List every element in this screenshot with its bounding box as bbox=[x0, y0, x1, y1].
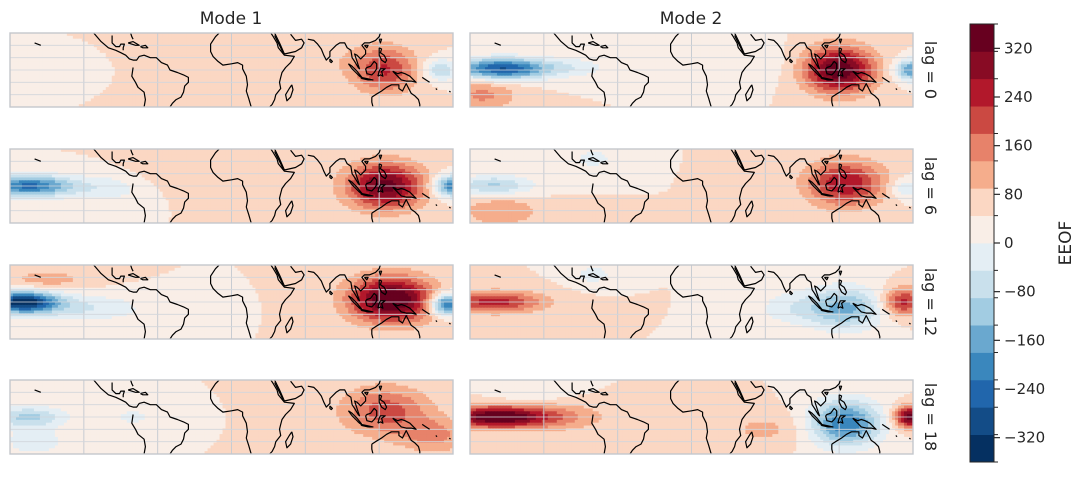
column-title-mode-2: Mode 2 bbox=[660, 9, 723, 29]
row-label-lag-0: lag = 0 bbox=[921, 41, 940, 99]
map-panels bbox=[10, 33, 914, 455]
row-label-lag-18: lag = 18 bbox=[921, 383, 940, 451]
column-title-mode-1: Mode 1 bbox=[200, 9, 263, 29]
map-panel-2-lag-0 bbox=[470, 33, 914, 108]
row-label-lag-12: lag = 12 bbox=[921, 268, 940, 336]
coastline bbox=[449, 91, 450, 92]
row-label-lag-6: lag = 6 bbox=[921, 157, 940, 215]
coastline bbox=[436, 89, 437, 90]
map-panel-1-lag-0 bbox=[10, 33, 454, 108]
